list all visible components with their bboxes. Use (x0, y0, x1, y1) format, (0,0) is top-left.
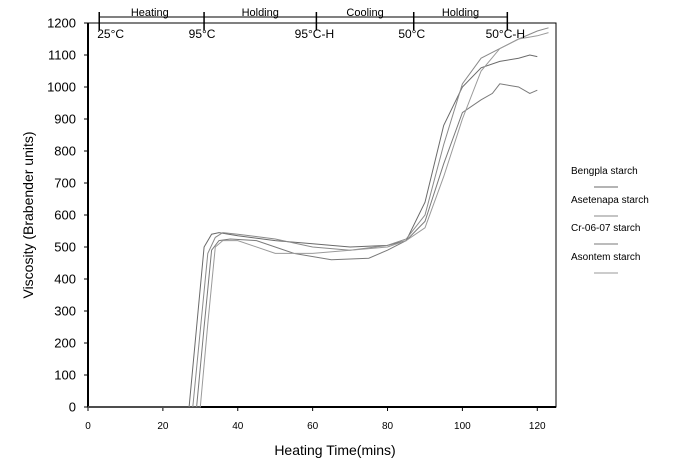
temperature-label: 95°C (189, 27, 216, 41)
y-tick-label: 700 (54, 176, 76, 191)
x-tick-label: 40 (232, 421, 244, 432)
temperature-label: 25°C (97, 27, 124, 41)
y-tick-label: 100 (54, 368, 76, 383)
series-line (88, 27, 549, 408)
x-tick-label: 100 (454, 421, 471, 432)
y-tick-label: 500 (54, 240, 76, 255)
y-tick-label: 800 (54, 144, 76, 159)
x-axis-title: Heating Time(mins) (274, 442, 395, 458)
series-line (88, 83, 538, 408)
series-line (88, 32, 549, 408)
phase-label: Holding (242, 7, 279, 19)
y-tick-label: 0 (69, 400, 76, 415)
y-tick-label: 1200 (47, 16, 76, 31)
series-lines (88, 27, 549, 408)
y-tick-label: 200 (54, 336, 76, 351)
y-tick-label: 1100 (48, 48, 76, 63)
phase-label: Holding (442, 7, 479, 19)
x-tick-label: 60 (307, 421, 319, 432)
x-tick-label: 20 (157, 421, 169, 432)
phase-annotations: 25°C 95°C 95°C-H 50°C 50°C-H Heating Holding Co… (97, 7, 525, 41)
series-line (88, 54, 538, 408)
legend-entry: Bengpla starch (571, 166, 638, 177)
legend-entry: Asetenapa starch (571, 195, 649, 206)
y-tick-label: 400 (54, 272, 76, 287)
y-axis-title: Viscosity (Brabender units) (20, 131, 36, 298)
y-tick-label: 300 (54, 304, 76, 319)
temperature-label: 95°C-H (295, 27, 334, 41)
legend: Bengpla starch Asetenapa starch Cr-06-07 s… (571, 166, 649, 274)
phase-label: Cooling (346, 7, 383, 19)
x-tick-label: 80 (382, 421, 394, 432)
x-tick-label: 120 (529, 421, 546, 432)
axes: 0100200300400500600700800900100011001200… (47, 16, 557, 432)
temperature-label: 50°C (398, 27, 425, 41)
legend-entry: Asontem starch (571, 252, 640, 263)
y-tick-label: 900 (54, 112, 76, 127)
y-tick-label: 600 (54, 208, 76, 223)
legend-entry: Cr-06-07 starch (571, 223, 640, 234)
temperature-label: 50°C-H (486, 27, 525, 41)
x-tick-label: 0 (85, 421, 91, 432)
phase-label: Heating (131, 7, 169, 19)
plot-frame (87, 22, 557, 408)
y-tick-label: 1000 (47, 80, 76, 95)
